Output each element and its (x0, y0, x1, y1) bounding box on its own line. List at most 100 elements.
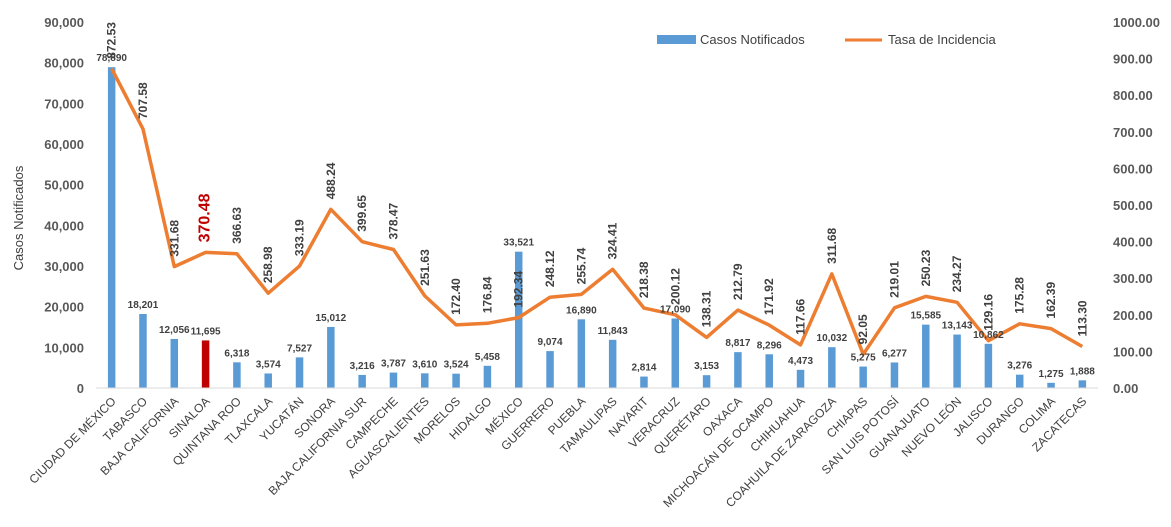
y-right-tick-label: 700.00 (1113, 125, 1153, 140)
bar (1078, 380, 1087, 388)
y-left-tick-label: 90,000 (44, 15, 84, 30)
bar-value-label: 6,277 (882, 348, 907, 359)
rate-value-label: 324.41 (606, 222, 620, 259)
y-right-tick-label: 100.00 (1113, 344, 1153, 359)
rate-value-label: 92.05 (856, 314, 870, 344)
incidence-line (110, 67, 1084, 357)
bar (389, 372, 398, 388)
bar-value-label: 2,814 (631, 363, 656, 374)
bar-value-label: 17,090 (660, 305, 691, 316)
bar-value-label: 3,524 (444, 360, 469, 371)
bar (201, 340, 210, 388)
bar-value-label: 3,574 (256, 359, 281, 370)
bar (546, 351, 554, 388)
y-left-tick-label: 40,000 (44, 218, 84, 233)
legend: Casos Notificados Tasa de Incidencia (657, 32, 996, 47)
y-left-tick-label: 30,000 (44, 259, 84, 274)
bar (890, 362, 899, 388)
bar-value-label: 9,074 (538, 337, 563, 348)
legend-bar-swatch (657, 35, 696, 44)
bar-value-label: 15,012 (316, 313, 347, 324)
bar (139, 313, 147, 388)
rate-value-label: 707.58 (136, 82, 150, 119)
bar (295, 357, 304, 388)
rate-value-label: 219.01 (888, 261, 902, 298)
bar (671, 318, 680, 388)
bar (358, 374, 366, 388)
bar (859, 366, 867, 388)
bar (1047, 382, 1055, 388)
y-right-tick-label: 200.00 (1113, 308, 1153, 323)
y-right-tick-label: 300.00 (1113, 271, 1153, 286)
rate-value-label: 258.98 (261, 246, 275, 283)
rate-value-label: 872.53 (105, 22, 119, 59)
y-right-tick-label: 600.00 (1113, 161, 1153, 176)
y-left-tick-label: 80,000 (44, 56, 84, 71)
bar-value-label: 6,318 (224, 348, 249, 359)
bar-value-label: 78,890 (96, 53, 127, 64)
bar (702, 375, 711, 388)
y-right-tick-label: 400.00 (1113, 235, 1153, 250)
bar-value-label: 1,275 (1039, 369, 1064, 380)
rate-value-label: 138.31 (700, 290, 714, 327)
bar (421, 373, 429, 388)
bar-value-label: 5,275 (851, 353, 876, 364)
bar-value-label: 5,458 (475, 352, 500, 363)
bar-value-label: 10,032 (817, 333, 848, 344)
bar-value-label: 11,695 (191, 326, 221, 337)
line-layer (110, 67, 1084, 357)
rate-value-label: 250.23 (919, 249, 933, 286)
bar-value-label: 33,521 (503, 238, 534, 249)
bar-value-label: 3,787 (381, 359, 406, 370)
bar (233, 362, 241, 388)
y-right-tick-label: 900.00 (1113, 52, 1153, 67)
rate-value-label: 488.24 (324, 162, 338, 199)
rate-value-label: 399.65 (355, 195, 369, 232)
rate-value-label: 171.92 (762, 278, 776, 315)
bar-value-label: 12,056 (159, 325, 190, 336)
y-right-tick-label: 500.00 (1113, 198, 1153, 213)
bar (765, 354, 773, 388)
rate-value-label: 331.68 (167, 220, 181, 257)
y-left-tick-label: 0 (77, 381, 84, 396)
y-left-tick-label: 60,000 (44, 137, 84, 152)
bar (953, 334, 961, 388)
bar (577, 319, 586, 388)
bar (514, 251, 523, 388)
y-right-tick-label: 0.00 (1113, 381, 1138, 396)
bar (734, 352, 742, 388)
y-left-tick-label: 20,000 (44, 300, 84, 315)
bar (608, 339, 617, 388)
bar-value-label: 18,201 (128, 300, 159, 311)
rate-value-label: 234.27 (950, 255, 964, 292)
bar-value-label: 8,817 (725, 338, 750, 349)
rate-value-label: 255.74 (574, 247, 588, 284)
bar (1015, 374, 1024, 388)
rate-value-label: 176.84 (480, 276, 494, 313)
bar (828, 347, 836, 388)
legend-bar-label: Casos Notificados (700, 32, 805, 47)
rate-value-label: 333.19 (292, 219, 306, 256)
rate-value-label: 200.12 (668, 268, 682, 305)
y-axis-title: Casos Notificados (11, 165, 26, 270)
rate-value-label: 251.63 (418, 249, 432, 286)
bar (483, 365, 492, 388)
bar-value-label: 1,888 (1070, 366, 1095, 377)
bar-value-label: 8,296 (757, 340, 782, 351)
bar (922, 324, 930, 388)
bar-value-label: 11,843 (598, 326, 628, 337)
axes-layer: 0 10,000 20,000 30,000 40,000 50,000 60,000 70,… (26, 15, 1160, 510)
y-left-tick-label: 70,000 (44, 96, 84, 111)
bar (264, 373, 272, 388)
bar-value-label: 3,610 (412, 359, 437, 370)
rate-value-label: 117.66 (794, 299, 808, 335)
bars-layer (107, 67, 1087, 388)
y-right-tick-label: 1000.00 (1113, 15, 1160, 30)
rate-value-label: 366.63 (230, 207, 244, 244)
bar-value-label: 13,143 (942, 321, 973, 332)
rate-value-label: 113.30 (1075, 300, 1089, 336)
bar (796, 369, 805, 388)
